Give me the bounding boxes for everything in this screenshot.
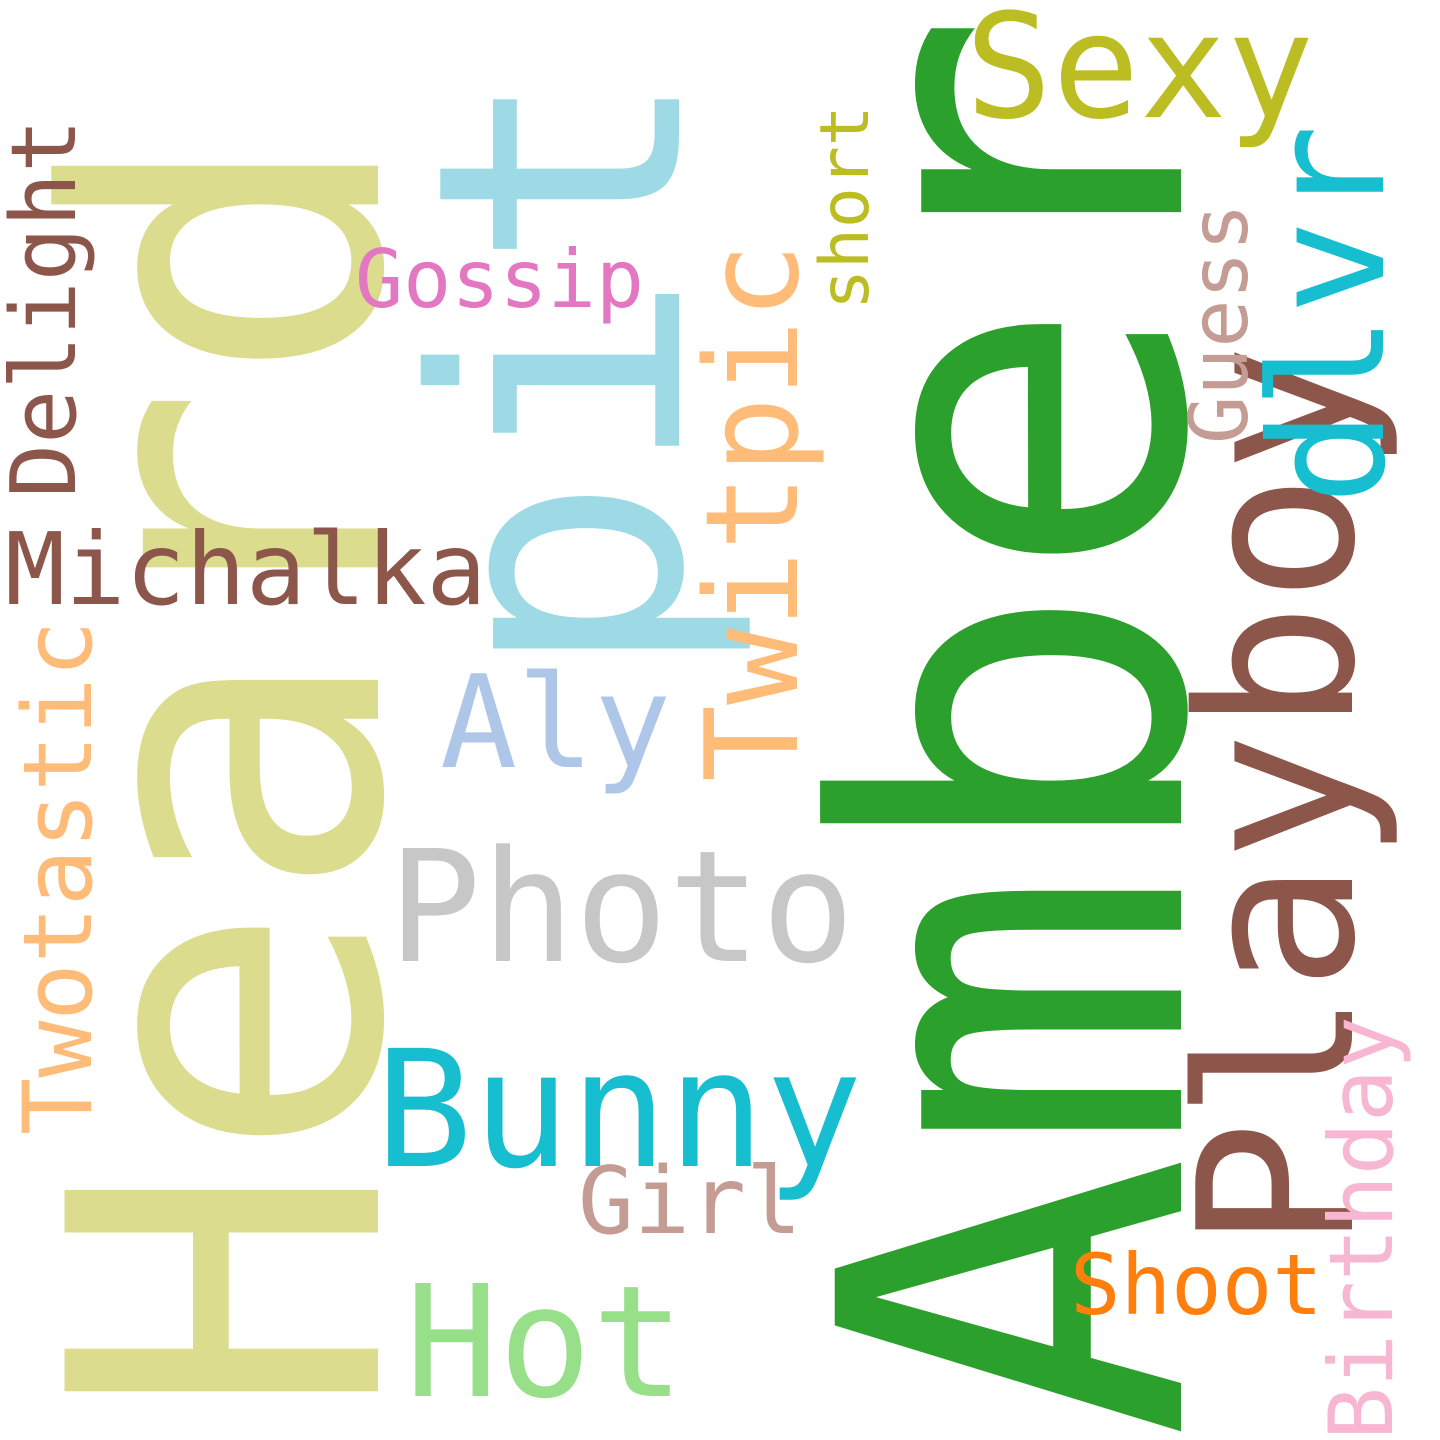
word-photo: Photo — [388, 817, 855, 998]
word-gossip: Gossip — [355, 233, 644, 326]
word-michalka: Michalka — [5, 511, 487, 628]
word-twotastic: Twotastic — [4, 620, 114, 1135]
word-bunny: Bunny — [375, 1017, 863, 1205]
word-dlvr: dlvr — [1237, 124, 1421, 506]
word-sexy: Sexy — [965, 0, 1315, 152]
word-hot: Hot — [405, 1252, 685, 1433]
word-aly: Aly — [440, 649, 672, 798]
word-delight: Delight — [0, 118, 97, 498]
word-girl: Girl — [578, 1147, 802, 1255]
word-birthday: Birthday — [1310, 1016, 1413, 1440]
word-short: short — [806, 105, 885, 310]
word-guess: Guess — [1173, 203, 1266, 444]
word-twitpic: Twitpic — [679, 242, 828, 782]
word-shoot: Shoot — [1070, 1236, 1323, 1334]
